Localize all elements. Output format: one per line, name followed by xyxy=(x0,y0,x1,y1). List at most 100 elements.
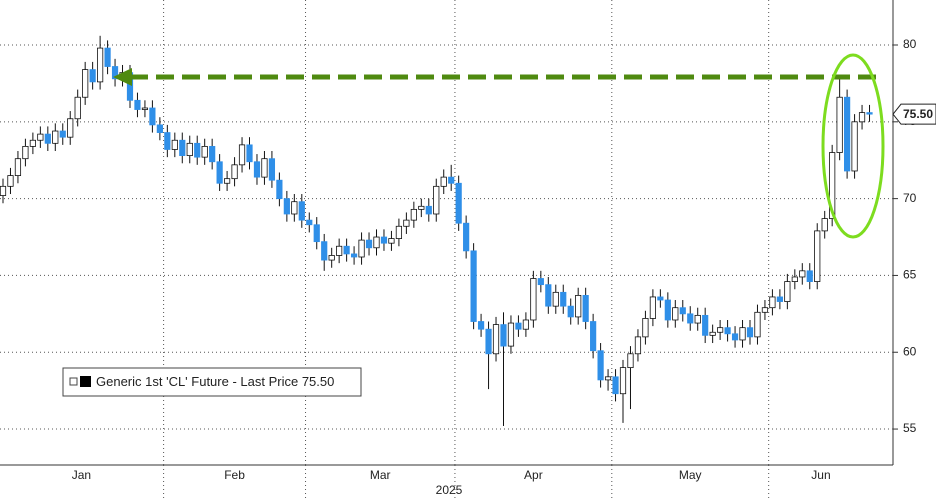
candle-body xyxy=(687,313,694,324)
candle-body xyxy=(597,350,604,381)
candle-body xyxy=(216,161,223,184)
candle-body xyxy=(507,322,515,347)
candle-body xyxy=(298,201,305,221)
x-tick-label: Jan xyxy=(72,468,91,482)
candle-body xyxy=(82,69,89,98)
candle-body xyxy=(179,139,186,157)
candle-body xyxy=(582,295,589,322)
candle-body xyxy=(522,319,530,330)
candle-body xyxy=(410,208,417,221)
candle-body xyxy=(724,327,731,335)
arrow-head xyxy=(113,68,132,86)
candle-body xyxy=(500,324,507,347)
candle-body xyxy=(836,96,843,153)
candle-body xyxy=(746,327,754,338)
y-tick-label: 65 xyxy=(903,268,917,282)
candle-body xyxy=(97,47,104,83)
y-tick-label: 55 xyxy=(903,421,917,435)
candle-body xyxy=(634,336,642,355)
candle-body xyxy=(761,307,769,313)
candle-body xyxy=(754,311,761,338)
candle-body xyxy=(672,307,679,321)
candle-body xyxy=(238,144,246,166)
candle-body xyxy=(858,112,866,123)
candle-body xyxy=(358,239,365,258)
candle-body xyxy=(283,198,290,215)
candle-body xyxy=(485,328,492,355)
candle-body xyxy=(463,222,470,252)
y-tick-label: 70 xyxy=(903,191,917,205)
candle-body xyxy=(246,144,253,163)
candle-body xyxy=(164,132,171,150)
candle-body xyxy=(829,152,836,219)
candle-body xyxy=(560,291,567,307)
candle-body xyxy=(545,284,552,307)
candle-body xyxy=(14,158,22,176)
candle-body xyxy=(657,296,664,301)
candle-body xyxy=(575,295,582,318)
last-price-tag: 75.50 xyxy=(892,103,936,125)
candle-body xyxy=(89,69,96,83)
candle-body xyxy=(619,367,627,395)
candle-body xyxy=(253,161,261,178)
candle-body xyxy=(440,176,447,187)
candle-body xyxy=(373,236,380,249)
candle-body xyxy=(261,158,268,178)
arrow-annotation xyxy=(113,68,880,86)
candle-body xyxy=(380,236,388,244)
candle-body xyxy=(731,333,739,341)
candle-body xyxy=(134,99,141,110)
candle-body xyxy=(455,182,462,224)
price-tag-box xyxy=(892,103,936,125)
candle-body xyxy=(209,145,216,163)
candle-body xyxy=(866,112,873,115)
candle-body xyxy=(612,376,619,395)
x-tick-label: Mar xyxy=(370,468,391,482)
candle-body xyxy=(425,205,432,215)
candle-body xyxy=(477,321,485,330)
x-tick-label: Apr xyxy=(524,468,543,482)
x-tick-label: Jun xyxy=(811,468,830,482)
highlight-ellipse xyxy=(821,53,885,239)
candle-body xyxy=(433,185,440,215)
candle-body xyxy=(709,331,716,336)
candle-body xyxy=(604,376,612,381)
candle-body xyxy=(52,130,59,144)
x-tick-label: May xyxy=(679,468,702,482)
candle-body xyxy=(702,314,709,336)
candle-body xyxy=(649,296,656,319)
last-price-label: 75.50 xyxy=(903,107,933,121)
candle-body xyxy=(664,299,671,321)
candle-body xyxy=(717,327,724,333)
candle-body xyxy=(111,66,119,80)
candle-body xyxy=(321,241,328,261)
candle-body xyxy=(515,322,522,330)
candle-body xyxy=(679,307,686,315)
candle-body xyxy=(470,250,477,322)
candle-body xyxy=(343,245,350,255)
candle-body xyxy=(590,321,597,352)
candle-body xyxy=(74,96,81,120)
legend-text: Generic 1st 'CL' Future - Last Price 75.… xyxy=(96,374,334,389)
x-tick-label: Feb xyxy=(224,468,245,482)
candle-body xyxy=(821,218,828,232)
candle-body xyxy=(851,121,858,172)
candle-body xyxy=(268,158,276,181)
candle-body xyxy=(223,178,231,184)
candle-body xyxy=(350,253,358,258)
candle-body xyxy=(784,281,791,302)
candle-body xyxy=(201,145,208,158)
candle-body xyxy=(776,296,783,302)
candle-body xyxy=(306,219,313,226)
candle-body xyxy=(844,96,851,172)
candle-body xyxy=(194,142,201,158)
candle-body xyxy=(791,276,798,282)
candle-body xyxy=(627,353,634,369)
legend: Generic 1st 'CL' Future - Last Price 75.… xyxy=(62,367,362,397)
candle-body xyxy=(186,142,193,157)
x-axis-label: 2025 xyxy=(436,483,463,497)
candle-body xyxy=(44,133,51,144)
candle-body xyxy=(37,133,44,141)
candle-body xyxy=(395,225,403,239)
candle-body xyxy=(799,270,806,278)
